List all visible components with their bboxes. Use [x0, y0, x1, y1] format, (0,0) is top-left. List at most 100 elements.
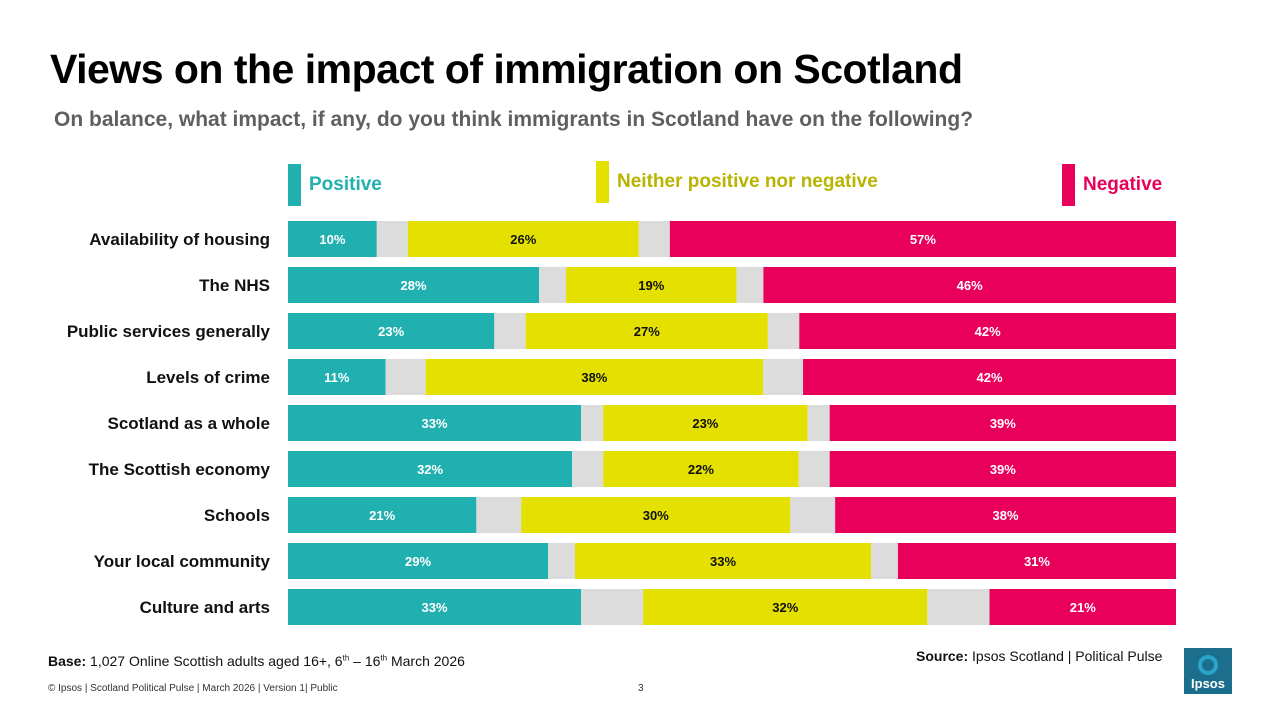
category-label: Culture and arts: [140, 598, 270, 617]
data-label-neither: 38%: [581, 370, 607, 385]
data-label-positive: 11%: [324, 370, 350, 385]
category-label: Your local community: [94, 552, 271, 571]
base-label: Base:: [48, 653, 87, 669]
category-label: Schools: [204, 506, 270, 525]
category-label: Scotland as a whole: [108, 414, 271, 433]
segment-neither: [643, 589, 928, 625]
segment-negative: [763, 267, 1176, 303]
segment-positive: [288, 451, 573, 487]
legend-swatch-positive: [288, 164, 301, 206]
legend-swatch-negative: [1062, 164, 1075, 206]
data-label-positive: 21%: [369, 508, 395, 523]
ipsos-logo: Ipsos: [1184, 648, 1232, 694]
data-label-negative: 39%: [990, 462, 1016, 477]
segment-positive: [288, 589, 582, 625]
data-label-negative: 46%: [957, 278, 983, 293]
segment-negative: [829, 405, 1176, 441]
source-label: Source:: [916, 648, 969, 664]
segment-negative: [669, 221, 1176, 257]
base-note: Base: 1,027 Online Scottish adults aged …: [48, 653, 465, 669]
data-label-negative: 31%: [1024, 554, 1050, 569]
data-label-positive: 32%: [417, 462, 443, 477]
data-label-negative: 42%: [975, 324, 1001, 339]
segment-positive: [288, 221, 377, 257]
footer-text: © Ipsos | Scotland Political Pulse | Mar…: [48, 683, 338, 694]
segment-gap: [494, 313, 526, 349]
segment-gap: [927, 589, 990, 625]
segment-neither: [603, 405, 808, 441]
legend-neither: Neither positive nor negative: [596, 161, 878, 203]
data-label-positive: 10%: [319, 232, 345, 247]
segment-gap: [476, 497, 522, 533]
segment-negative: [897, 543, 1176, 579]
legend-negative: Negative: [1062, 164, 1162, 206]
data-label-neither: 27%: [634, 324, 660, 339]
data-label-positive: 28%: [401, 278, 427, 293]
segment-gap: [798, 451, 830, 487]
segment-negative: [989, 589, 1176, 625]
segment-neither: [575, 543, 872, 579]
data-label-negative: 42%: [977, 370, 1003, 385]
logo-text: Ipsos: [1191, 676, 1225, 691]
page-number: 3: [638, 683, 644, 694]
category-label: Availability of housing: [89, 230, 270, 249]
category-label: Public services generally: [67, 322, 271, 341]
segment-gap: [767, 313, 800, 349]
base-sup-2: th: [380, 653, 388, 663]
segment-gap: [736, 267, 764, 303]
page-title: Views on the impact of immigration on Sc…: [50, 46, 963, 92]
category-label: The Scottish economy: [89, 460, 271, 479]
segment-neither: [521, 497, 791, 533]
segment-gap: [376, 221, 408, 257]
base-text-3: March 2026: [387, 653, 465, 669]
data-label-negative: 38%: [993, 508, 1019, 523]
legend-label-negative: Negative: [1083, 174, 1163, 195]
segment-gap: [807, 405, 830, 441]
segment-gap: [871, 543, 898, 579]
category-label: Levels of crime: [146, 368, 270, 387]
data-label-positive: 29%: [405, 554, 431, 569]
source-note: Source: Ipsos Scotland | Political Pulse: [916, 648, 1162, 664]
stacked-bar-chart: Availability of housing 10% 26% 57% The NHS 2…: [67, 221, 1176, 625]
segment-neither: [603, 451, 799, 487]
segment-gap: [638, 221, 670, 257]
segment-positive: [288, 543, 549, 579]
segment-positive: [288, 267, 540, 303]
ipsos-logo-icon: [1198, 655, 1218, 675]
base-text-1: 1,027 Online Scottish adults aged 16+, 6: [86, 653, 343, 669]
data-label-neither: 30%: [643, 508, 669, 523]
segment-positive: [288, 359, 386, 395]
data-label-neither: 32%: [772, 600, 798, 615]
data-label-positive: 33%: [422, 416, 448, 431]
segment-gap: [581, 405, 604, 441]
segment-negative: [799, 313, 1176, 349]
legend-positive: Positive: [288, 164, 382, 206]
segment-gap: [572, 451, 604, 487]
data-label-neither: 26%: [510, 232, 536, 247]
data-label-negative: 21%: [1070, 600, 1096, 615]
segment-gap: [385, 359, 426, 395]
segment-gap: [548, 543, 576, 579]
segment-gap: [790, 497, 836, 533]
segment-negative: [835, 497, 1176, 533]
segment-positive: [288, 497, 477, 533]
segment-gap: [581, 589, 644, 625]
legend-label-positive: Positive: [309, 174, 382, 195]
segment-neither: [566, 267, 737, 303]
category-label: The NHS: [199, 276, 270, 295]
data-label-negative: 57%: [910, 232, 936, 247]
data-label-neither: 22%: [688, 462, 714, 477]
segment-gap: [539, 267, 567, 303]
segment-neither: [407, 221, 639, 257]
segment-negative: [829, 451, 1176, 487]
data-label-neither: 23%: [692, 416, 718, 431]
data-label-neither: 33%: [710, 554, 736, 569]
chart-subtitle: On balance, what impact, if any, do you …: [54, 108, 974, 131]
data-label-positive: 23%: [378, 324, 404, 339]
segment-positive: [288, 405, 582, 441]
segment-negative: [803, 359, 1176, 395]
legend-label-neither: Neither positive nor negative: [617, 171, 878, 192]
data-label-neither: 19%: [638, 278, 664, 293]
source-text: Ipsos Scotland | Political Pulse: [968, 648, 1163, 664]
base-sup-1: th: [342, 653, 350, 663]
